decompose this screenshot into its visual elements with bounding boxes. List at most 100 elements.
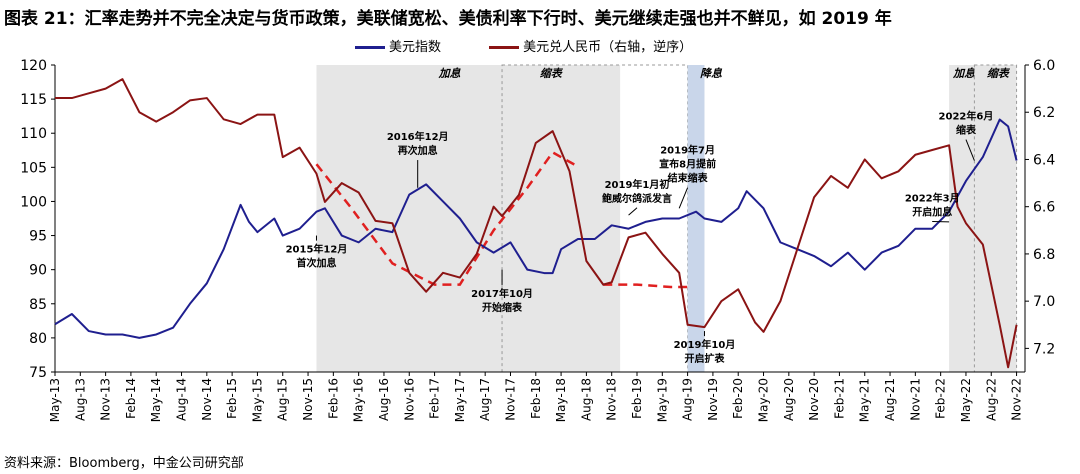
annotation-6-arrow-0 bbox=[965, 139, 975, 161]
annotation-5-line-1: 开启扩表 bbox=[684, 352, 725, 365]
annotation-6-line-1: 缩表 bbox=[956, 124, 977, 137]
y-left-tick-label-7: 85 bbox=[29, 297, 47, 313]
shaded-region-label-2: 降息 bbox=[700, 67, 723, 80]
x-tick-label-0: May-13 bbox=[48, 378, 62, 422]
x-tick-label-17: Aug-17 bbox=[478, 378, 492, 421]
y-right-tick-label-3: 6.6 bbox=[1033, 200, 1055, 216]
y-right-tick-label-5: 7.0 bbox=[1033, 294, 1055, 310]
legend-swatch-usd-index bbox=[355, 46, 385, 49]
annotation-0-line-0: 2015年12月 bbox=[286, 243, 348, 256]
y-right-tick-label-2: 6.4 bbox=[1033, 152, 1055, 168]
x-tick-label-18: Nov-17 bbox=[503, 378, 517, 421]
annotation-2-line-1: 开始缩表 bbox=[482, 301, 523, 314]
x-tick-label-37: Aug-22 bbox=[984, 378, 998, 421]
x-tick-label-15: Feb-17 bbox=[428, 378, 442, 419]
x-tick-label-20: May-18 bbox=[554, 378, 568, 422]
shaded-region-label-0: 加息 bbox=[438, 67, 462, 80]
annotation-4-line-0: 2019年7月 bbox=[660, 144, 715, 157]
shaded-region-0 bbox=[316, 65, 621, 372]
x-tick-label-13: Aug-16 bbox=[377, 378, 391, 421]
annotation-3-arrow-0 bbox=[628, 207, 638, 216]
x-tick-label-5: Aug-14 bbox=[175, 378, 189, 421]
legend-item-usdcny: 美元兑人民币（右轴，逆序） bbox=[489, 36, 692, 55]
y-right-tick-label-6: 7.2 bbox=[1033, 341, 1055, 357]
annotation-4-line-1: 宣布8月提前 bbox=[659, 158, 716, 171]
series-line-usdcny bbox=[55, 78, 1018, 369]
legend-swatch-usdcny bbox=[489, 46, 520, 49]
y-left-tick-label-8: 80 bbox=[29, 331, 47, 347]
fit-curve-0 bbox=[315, 150, 579, 286]
x-tick-label-1: Aug-13 bbox=[73, 378, 87, 421]
x-tick-label-29: Aug-20 bbox=[782, 378, 796, 421]
x-tick-label-10: Nov-15 bbox=[301, 378, 315, 421]
y-left-tick-label-5: 95 bbox=[29, 229, 47, 245]
legend-label-usd-index: 美元指数 bbox=[389, 40, 442, 55]
y-left-tick-label-0: 120 bbox=[20, 58, 47, 74]
annotation-3-line-0: 2019年1月初 bbox=[605, 178, 670, 191]
legend-label-usdcny: 美元兑人民币（右轴，逆序） bbox=[523, 40, 693, 55]
x-tick-label-11: Feb-16 bbox=[326, 378, 340, 419]
y-left-tick-label-6: 90 bbox=[29, 263, 47, 279]
y-left-tick-label-3: 105 bbox=[20, 160, 47, 176]
x-tick-label-34: Nov-21 bbox=[908, 378, 922, 421]
x-tick-label-27: Feb-20 bbox=[731, 378, 745, 419]
annotation-3-line-1: 鲍威尔鸽派发言 bbox=[602, 192, 672, 205]
annotation-0-line-1: 首次加息 bbox=[296, 257, 336, 270]
annotation-4-line-2: 结束缩表 bbox=[668, 172, 709, 185]
x-tick-label-22: Nov-18 bbox=[605, 378, 619, 421]
x-tick-label-35: Feb-22 bbox=[934, 378, 948, 419]
x-tick-label-23: Feb-19 bbox=[630, 378, 644, 419]
x-tick-label-14: Nov-16 bbox=[402, 378, 416, 421]
x-tick-label-24: May-19 bbox=[655, 378, 669, 422]
y-left-tick-label-1: 115 bbox=[20, 92, 47, 108]
y-left-tick-label-2: 110 bbox=[20, 126, 47, 142]
x-tick-label-30: Nov-20 bbox=[807, 378, 821, 421]
x-tick-label-12: May-16 bbox=[352, 378, 366, 422]
shaded-region-2 bbox=[687, 65, 705, 372]
legend: 美元指数 美元兑人民币（右轴，逆序） bbox=[355, 36, 736, 55]
series-line-usd-index bbox=[54, 118, 1018, 339]
y-left-tick-label-9: 75 bbox=[29, 365, 47, 381]
annotation-7-line-0: 2022年3月 bbox=[905, 191, 960, 204]
x-tick-label-28: May-20 bbox=[757, 378, 771, 422]
y-right-tick-label-0: 6.0 bbox=[1033, 58, 1055, 74]
x-tick-label-7: Feb-15 bbox=[225, 378, 239, 419]
x-tick-label-25: Aug-19 bbox=[681, 378, 695, 421]
annotation-6-line-0: 2022年6月 bbox=[939, 110, 994, 123]
x-tick-label-21: Aug-18 bbox=[579, 378, 593, 421]
legend-item-usd-index: 美元指数 bbox=[355, 36, 441, 55]
y-right-tick-label-1: 6.2 bbox=[1033, 105, 1055, 121]
figure-title: 图表 21：汇率走势并不完全决定与货币政策，美联储宽松、美债利率下行时、美元继续… bbox=[4, 9, 892, 29]
shaded-region-3 bbox=[949, 65, 975, 372]
annotation-7-line-1: 开启加息 bbox=[912, 205, 952, 218]
x-tick-label-38: Nov-22 bbox=[1010, 378, 1024, 421]
shaded-region-label-1: 缩表 bbox=[540, 67, 564, 80]
annotation-1-line-0: 2016年12月 bbox=[387, 130, 449, 143]
shaded-region-label-4: 缩表 bbox=[987, 67, 1011, 80]
x-tick-label-36: May-22 bbox=[959, 378, 973, 422]
shaded-region-4 bbox=[973, 64, 1018, 373]
fit-curve-1 bbox=[603, 283, 688, 289]
x-tick-label-33: Aug-21 bbox=[883, 378, 897, 421]
x-tick-label-16: May-17 bbox=[453, 378, 467, 422]
x-tick-label-4: May-14 bbox=[149, 378, 163, 422]
x-tick-label-3: Feb-14 bbox=[124, 378, 138, 419]
x-tick-label-9: Aug-15 bbox=[276, 378, 290, 421]
x-tick-label-26: Nov-19 bbox=[706, 378, 720, 421]
x-tick-label-6: Nov-14 bbox=[200, 378, 214, 421]
x-tick-label-2: Nov-13 bbox=[99, 378, 113, 421]
annotation-2-line-0: 2017年10月 bbox=[471, 287, 533, 300]
x-tick-label-32: May-21 bbox=[858, 378, 872, 422]
x-tick-label-8: May-15 bbox=[250, 378, 264, 422]
annotation-1-line-1: 再次加息 bbox=[398, 144, 438, 157]
x-tick-label-31: Feb-21 bbox=[832, 378, 846, 419]
source-note: 资料来源：Bloomberg，中金公司研究部 bbox=[4, 456, 244, 471]
annotation-5-line-0: 2019年10月 bbox=[674, 338, 736, 351]
y-right-tick-label-4: 6.8 bbox=[1033, 247, 1055, 263]
y-left-tick-label-4: 100 bbox=[20, 194, 47, 210]
x-tick-label-19: Feb-18 bbox=[529, 378, 543, 419]
annotation-4-arrow-0 bbox=[678, 187, 689, 209]
shaded-region-1 bbox=[501, 64, 689, 373]
